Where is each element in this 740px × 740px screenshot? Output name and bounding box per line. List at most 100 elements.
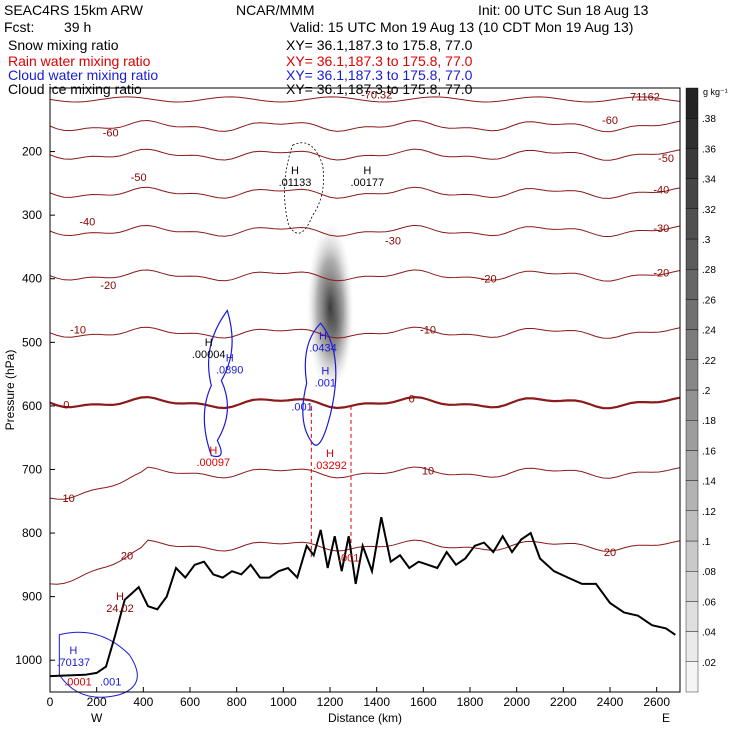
extremum-value: .001 — [100, 676, 121, 688]
extremum-value: .70137 — [57, 657, 91, 669]
org-label: NCAR/MMM — [236, 2, 315, 18]
extremum-mark: H — [116, 591, 124, 603]
legend-rain-name: Rain water mixing ratio — [8, 53, 151, 69]
snow-shading-halo — [318, 263, 354, 384]
colorbar-swatch — [685, 420, 699, 451]
colorbar-tick-label: .2 — [702, 386, 711, 397]
colorbar-tick-label: .38 — [702, 114, 716, 125]
colorbar-swatch — [685, 661, 699, 693]
colorbar-tick-label: .08 — [702, 567, 716, 578]
forecast-hour: 39 h — [64, 19, 92, 35]
isotherm-20 — [49, 539, 681, 585]
temperature-isotherms — [49, 96, 681, 585]
isotherm-label: 10 — [422, 466, 434, 478]
x-tick-label: 2200 — [550, 695, 577, 709]
isotherm-label: -20 — [481, 274, 497, 286]
extremum-mark: H — [69, 645, 77, 657]
colorbar-tick-label: .12 — [702, 507, 716, 518]
x-tick-label: 600 — [180, 695, 200, 709]
cloud-water-contour-west — [203, 309, 233, 458]
colorbar-tick-label: .14 — [702, 477, 716, 488]
y-tick-label: 900 — [22, 590, 42, 604]
colorbar-swatch — [685, 269, 699, 300]
isotherm-m40 — [49, 186, 681, 199]
isotherm-m70 — [49, 96, 681, 103]
isotherm-label: -20 — [100, 280, 116, 292]
colorbar-tick-label: .18 — [702, 416, 716, 427]
snow-mixing-shading — [306, 221, 354, 394]
extremum-value: .0434 — [309, 342, 337, 354]
colorbar-swatch — [685, 389, 699, 421]
x-tick-label: 1800 — [457, 695, 484, 709]
plot-frame — [49, 87, 681, 693]
init-time: Init: 00 UTC Sun 18 Aug 13 — [478, 2, 649, 18]
extremum-value: .001 — [291, 402, 312, 414]
y-tick-label: 200 — [22, 145, 42, 159]
extremum-value: 24.02 — [106, 603, 134, 615]
legend-cloudwater-xy: XY= 36.1,187.3 to 175.8, 77.0 — [286, 67, 473, 83]
colorbar-swatch — [685, 178, 699, 210]
x-tick-label: 1200 — [317, 695, 344, 709]
colorbar-swatch — [685, 148, 699, 179]
isotherm-m20 — [49, 269, 681, 282]
isotherm-m10 — [49, 326, 681, 339]
x-tick-label: 1600 — [410, 695, 437, 709]
isotherm-label: 20 — [604, 547, 616, 559]
colorbar-tick-label: .3 — [702, 235, 711, 246]
y-tick-label: 600 — [22, 399, 42, 413]
extremum-mark: H — [205, 337, 213, 349]
x-tick-label: 200 — [87, 695, 107, 709]
x-tick-label: 2000 — [503, 695, 530, 709]
extremum-mark: H — [326, 448, 334, 460]
east-label: E — [662, 711, 670, 725]
legend-snow-xy: XY= 36.1,187.3 to 175.8, 77.0 — [286, 37, 473, 53]
isotherm-label: -40 — [653, 185, 669, 197]
isotherm-m60 — [49, 119, 681, 133]
isotherm-label: 20 — [121, 550, 133, 562]
colorbar-swatch — [685, 359, 699, 391]
colorbar-swatch — [685, 480, 699, 512]
colorbar-swatch — [685, 329, 699, 361]
isotherm-10 — [49, 466, 681, 500]
extremum-mark: H — [226, 353, 234, 365]
colorbar-tick-label: .24 — [702, 326, 716, 337]
colorbar-tick-label: .02 — [702, 658, 716, 669]
extremum-value: .0890 — [216, 365, 244, 377]
terrain-line — [49, 516, 676, 678]
isotherm-label: -10 — [420, 325, 436, 337]
x-tick-label: 1400 — [363, 695, 390, 709]
y-tick-label: 1000 — [15, 653, 42, 667]
extremum-value: .00097 — [197, 457, 231, 469]
colorbar-tick-label: .16 — [702, 446, 716, 457]
axes: 0 200 400 600 800 1000 1200 1400 1600 1800 2000 220… — [3, 145, 670, 725]
colorbar-tick-label: .36 — [702, 144, 716, 155]
isotherm-label: -40 — [79, 217, 95, 229]
isotherm-label: -50 — [131, 172, 147, 184]
colorbar-tick-label: .22 — [702, 356, 716, 367]
extremum-mark: H — [321, 365, 329, 377]
extremum-value: .01133 — [279, 177, 312, 189]
x-tick-label: 400 — [133, 695, 153, 709]
colorbar-swatch — [685, 601, 699, 632]
colorbar-tick-label: .34 — [702, 175, 716, 186]
isotherm-label: -10 — [70, 325, 86, 337]
legend-rain-xy: XY= 36.1,187.3 to 175.8, 77.0 — [286, 53, 473, 69]
legend-snow-name: Snow mixing ratio — [8, 37, 119, 53]
extremum-value: .001 — [338, 552, 359, 564]
rain-water-contour — [310, 405, 352, 559]
extremum-value: .0001 — [64, 676, 92, 688]
colorbar-swatch — [685, 87, 699, 119]
colorbar-tick-label: .06 — [702, 597, 716, 608]
extremum-value: .00004 — [192, 349, 226, 361]
isotherm-label: 10 — [63, 493, 75, 505]
colorbar-swatch — [685, 299, 699, 330]
colorbar-swatch — [685, 510, 699, 542]
isotherm-label: -70.32 — [361, 89, 392, 101]
model-title: SEAC4RS 15km ARW — [4, 2, 144, 18]
colorbar-swatch — [685, 208, 699, 240]
isotherm-label: 0 — [409, 393, 415, 405]
colorbar-swatch — [685, 117, 699, 149]
isotherm-m50 — [49, 148, 681, 161]
valid-time: Valid: 15 UTC Mon 19 Aug 13 (10 CDT Mon … — [290, 19, 634, 35]
